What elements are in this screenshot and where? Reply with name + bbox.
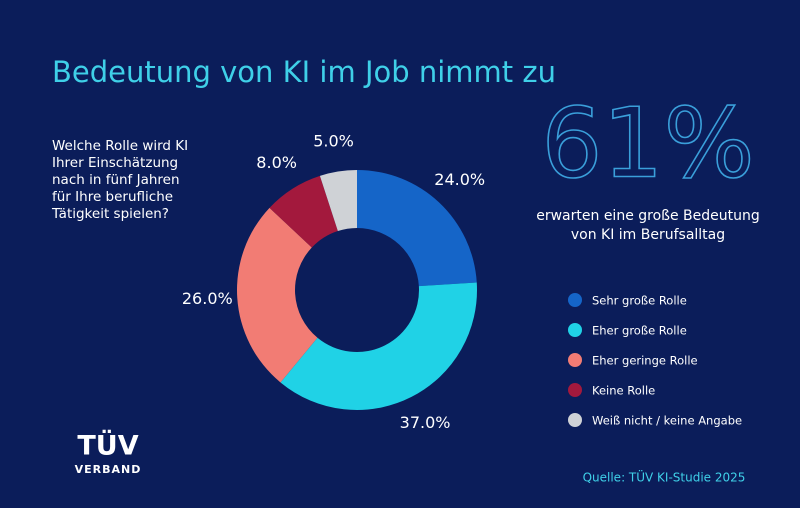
legend-swatch bbox=[568, 323, 582, 337]
data-label: 5.0% bbox=[313, 131, 354, 150]
legend-swatch bbox=[568, 353, 582, 367]
question-line: für Ihre berufliche bbox=[52, 189, 173, 205]
highlight-number: 61% bbox=[541, 87, 754, 199]
question-line: nach in fünf Jahren bbox=[52, 172, 180, 188]
question-line: Ihrer Einschätzung bbox=[52, 155, 178, 171]
legend-label: Weiß nicht / keine Angabe bbox=[592, 414, 742, 428]
legend-label: Sehr große Rolle bbox=[592, 294, 687, 308]
legend-label: Eher geringe Rolle bbox=[592, 354, 698, 368]
question-line: Tätigkeit spielen? bbox=[51, 206, 169, 222]
slice bbox=[357, 170, 477, 287]
chart-title: Bedeutung von KI im Job nimmt zu bbox=[52, 55, 556, 89]
highlight-text: von KI im Berufsalltag bbox=[571, 227, 725, 243]
data-label: 8.0% bbox=[256, 153, 297, 172]
legend-label: Eher große Rolle bbox=[592, 324, 687, 338]
slice bbox=[319, 170, 357, 232]
legend-swatch bbox=[568, 293, 582, 307]
logo-sub: VERBAND bbox=[75, 463, 142, 476]
slice bbox=[237, 207, 318, 383]
highlight-text: erwarten eine große Bedeutung bbox=[536, 208, 760, 224]
question-line: Welche Rolle wird KI bbox=[52, 138, 188, 154]
data-label: 26.0% bbox=[182, 289, 233, 308]
source: Quelle: TÜV KI-Studie 2025 bbox=[583, 469, 746, 485]
legend-label: Keine Rolle bbox=[592, 384, 655, 398]
legend-swatch bbox=[568, 383, 582, 397]
data-label: 24.0% bbox=[434, 170, 485, 189]
slice bbox=[280, 282, 478, 411]
slice bbox=[269, 175, 338, 248]
legend-swatch bbox=[568, 413, 582, 427]
data-label: 37.0% bbox=[400, 413, 451, 432]
logo-name: TÜV bbox=[77, 429, 138, 462]
